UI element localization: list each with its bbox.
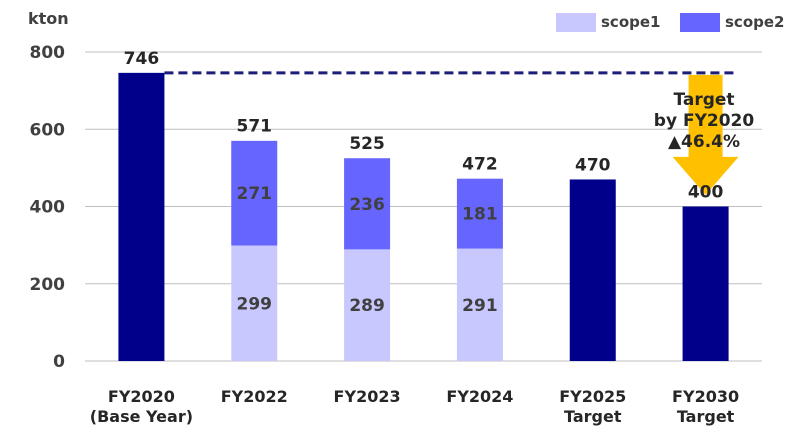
- reduction-arrow-layer: [672, 74, 739, 195]
- x-ticks: FY2020(Base Year) FY2022 FY2023 FY2024 FY202…: [90, 387, 739, 426]
- bar-scope2: [344, 158, 391, 250]
- legend: scope1 scope2: [556, 13, 784, 32]
- total-label: 746: [124, 49, 160, 69]
- legend-swatch: [556, 13, 596, 32]
- bar-scope1: [231, 245, 278, 361]
- bar-total: [682, 206, 729, 361]
- total-label: 472: [462, 155, 498, 175]
- y-tick-label: 200: [30, 275, 66, 295]
- bars: [118, 72, 729, 362]
- legend-label: scope1: [601, 13, 660, 31]
- scope2-label: 181: [462, 205, 498, 225]
- scope1-label: 291: [462, 296, 498, 316]
- reduction-arrow-icon: [672, 74, 739, 195]
- y-tick-label: 800: [30, 43, 66, 63]
- x-tick-label: FY2022: [221, 387, 288, 406]
- scope2-label: 271: [237, 184, 273, 204]
- x-tick-label: FY2020: [108, 387, 175, 406]
- annotation-line: ▲46.4%: [668, 132, 740, 152]
- scope2-label: 236: [349, 195, 385, 215]
- bar-scope2: [231, 140, 278, 246]
- bar-scope2: [456, 178, 503, 249]
- x-tick-label: (Base Year): [90, 407, 193, 426]
- bar-scope1: [456, 248, 503, 361]
- bar-total: [118, 72, 165, 362]
- y-ticks: 0 200 400 600 800: [30, 43, 66, 372]
- data-labels: 746 571 299 271 525 289 236 472 291 181 470 400: [124, 49, 724, 316]
- y-tick-label: 0: [53, 352, 65, 372]
- y-tick-label: 400: [30, 198, 66, 218]
- bar-scope1: [344, 249, 391, 361]
- bar-total: [569, 179, 616, 361]
- total-label: 470: [575, 155, 611, 175]
- scope1-label: 299: [237, 294, 273, 314]
- total-label: 525: [349, 134, 385, 154]
- legend-label: scope2: [725, 13, 784, 31]
- total-label: 400: [688, 183, 724, 203]
- x-tick-label: FY2025: [559, 387, 626, 406]
- x-tick-label: Target: [677, 407, 735, 426]
- legend-swatch: [680, 13, 720, 32]
- scope1-label: 289: [349, 296, 385, 316]
- y-tick-label: 600: [30, 120, 66, 140]
- annotation-line: by FY2020: [654, 111, 755, 131]
- annotation-line: Target: [673, 90, 734, 110]
- x-tick-label: FY2030: [672, 387, 739, 406]
- total-label: 571: [237, 116, 273, 136]
- x-tick-label: FY2023: [334, 387, 401, 406]
- y-axis-label: kton: [28, 9, 69, 28]
- x-tick-label: Target: [564, 407, 622, 426]
- gridlines: [85, 51, 762, 362]
- x-tick-label: FY2024: [446, 387, 513, 406]
